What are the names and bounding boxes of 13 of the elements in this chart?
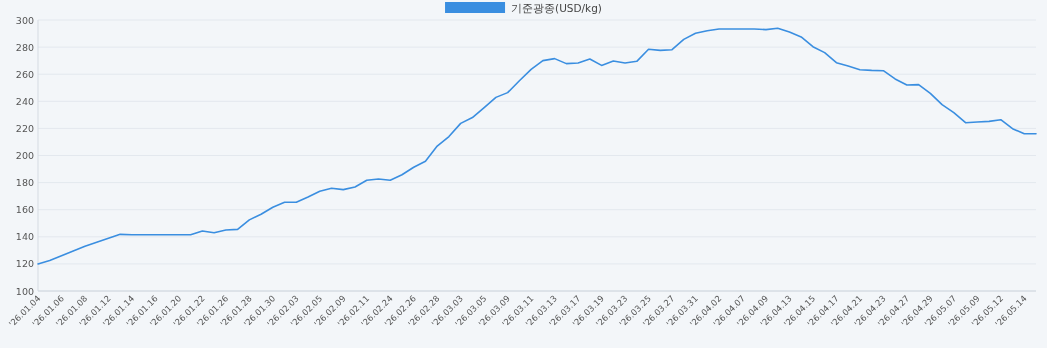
y-tick-label: 220 [15,122,34,134]
text: 기준광종(USD/kg) [511,2,602,14]
y-tick-label: 300 [15,14,34,26]
y-tick-label: 280 [15,41,34,53]
y-tick-label: 100 [15,285,34,297]
y-tick-label: 200 [15,150,34,161]
y-tick-label: 180 [15,177,34,189]
y-tick-label: 120 [15,258,34,270]
line-series [37,27,1037,265]
y-tick-label: 260 [15,68,34,80]
y-tick-label: 140 [15,231,34,243]
y-tick-label: 160 [15,204,34,216]
y-tick-label: 240 [15,95,34,107]
